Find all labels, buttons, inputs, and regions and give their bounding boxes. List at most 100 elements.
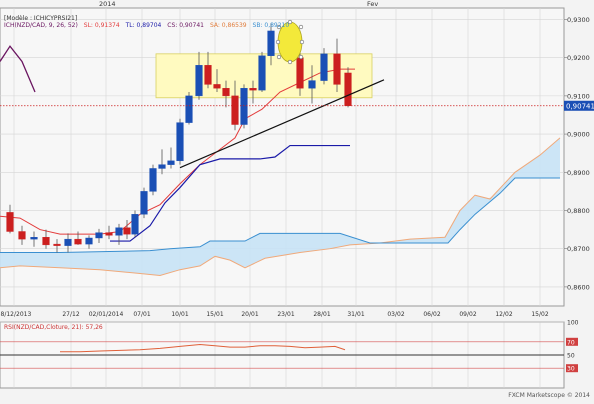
- ellipse-handle: [276, 24, 282, 30]
- current-price-tag: [564, 100, 594, 111]
- candle-bear: [296, 57, 304, 89]
- price-tick-label: 0,8800: [567, 207, 590, 215]
- candle-bull: [308, 80, 316, 89]
- legend-sb: SB: 0,89210: [253, 22, 290, 29]
- date-tick-label: 09/02: [459, 311, 476, 318]
- candle-bear: [213, 84, 221, 89]
- rsi-tick-tag: [566, 337, 578, 346]
- top-axis: 2014 Fev: [99, 0, 378, 8]
- price-tick-label: 0,8900: [567, 169, 590, 177]
- candles-group: [6, 23, 352, 253]
- candle-bear: [42, 237, 50, 246]
- price-axis: 0,9300 0,9200 0,9100 0,9000 0,8900 0,8800 0,87…: [564, 16, 590, 291]
- date-axis: 18/12/2013 27/12 02/01/2014 07/01 10/01 15/01…: [0, 311, 549, 318]
- candle-bear: [123, 227, 131, 235]
- price-tick-label: 0,8600: [567, 283, 590, 291]
- candle-bull: [30, 237, 38, 240]
- ellipse-handle: [287, 19, 293, 25]
- candle-bull: [115, 227, 123, 236]
- date-tick-label: 02/01/2014: [89, 311, 124, 318]
- date-tick-label: 28/01: [313, 311, 330, 318]
- senkou-span-a-line: [0, 137, 561, 276]
- footer-credit: FXCM Marketscope © 2014: [508, 392, 590, 399]
- candle-bull: [258, 55, 266, 91]
- legend-ichimoku: ICH(NZD/CAD, 9, 26, 52) SL: 0,91374 TL: …: [4, 22, 289, 29]
- candle-bear: [74, 238, 82, 245]
- candle-bear: [204, 65, 212, 85]
- rsi-line: [60, 343, 346, 353]
- trendline[interactable]: [179, 79, 385, 169]
- price-tick-label: 0,9000: [567, 131, 590, 139]
- candle-bull: [195, 65, 203, 97]
- candle-bull: [131, 214, 139, 235]
- date-tick-label: 03/02: [387, 311, 404, 318]
- candle-bear: [344, 72, 352, 107]
- candle-bear: [18, 231, 26, 240]
- ellipse-handle: [276, 54, 282, 60]
- rsi-tick-label: 70: [567, 339, 575, 346]
- current-price-marker: 0,90741: [0, 100, 594, 111]
- rsi-tick-label: 100: [567, 320, 579, 327]
- legend-model: [Modèle : ICHICYPRSI21]: [4, 15, 77, 22]
- ellipse-handles[interactable]: [275, 19, 305, 65]
- chikou-span-line: [0, 45, 36, 93]
- candle-bear: [231, 95, 239, 125]
- candle-bull: [320, 53, 328, 81]
- legend-sl: SL: 0,91374: [84, 22, 120, 29]
- rsi-levels: [0, 321, 564, 369]
- candle-bull: [149, 168, 157, 192]
- legend-tl: TL: 0,89704: [125, 22, 162, 29]
- candle-bull: [185, 95, 193, 123]
- candle-bear: [222, 88, 230, 97]
- candle-bull: [85, 237, 93, 245]
- ellipse-handle: [299, 39, 305, 45]
- candle-bull: [176, 122, 184, 162]
- date-tick-label: 12/02: [495, 311, 512, 318]
- ichimoku-cloud: [0, 137, 560, 276]
- candle-bear: [105, 232, 113, 236]
- legend-sa: SA: 0,86539: [210, 22, 247, 29]
- candle-bear: [6, 212, 14, 232]
- date-tick-label: 31/01: [347, 311, 364, 318]
- price-tick-label: 0,9100: [567, 92, 590, 100]
- date-tick-label: 06/02: [423, 311, 440, 318]
- rsi-axis: 100 70 50 30: [566, 320, 579, 373]
- candle-bull: [158, 164, 166, 169]
- candle-bull: [167, 160, 175, 165]
- kijun-sen-line: [110, 144, 350, 242]
- legend: [Modèle : ICHICYPRSI21] ICH(NZD/CAD, 9, …: [4, 15, 289, 29]
- price-tick-label: 0,9200: [567, 54, 590, 62]
- price-tick-label: 0,9300: [567, 16, 590, 24]
- current-price-label: 0,90741: [566, 102, 594, 110]
- date-tick-label: 23/01: [277, 311, 294, 318]
- ellipse-handle: [298, 24, 304, 30]
- candle-bull: [140, 191, 148, 215]
- senkou-span-b-line: [0, 177, 560, 254]
- candle-bear: [333, 53, 341, 85]
- ellipse-handle: [275, 39, 281, 45]
- date-tick-label: 15/02: [531, 311, 548, 318]
- rsi-tick-label: 30: [567, 366, 575, 373]
- candle-bull: [95, 232, 103, 239]
- date-tick-label: 27/12: [62, 311, 79, 318]
- candle-bear: [249, 88, 257, 91]
- date-tick-label: 10/01: [171, 311, 188, 318]
- date-tick-label: 20/01: [241, 311, 258, 318]
- candle-bull: [267, 30, 275, 56]
- date-tick-label: 15/01: [206, 311, 223, 318]
- rsi-tick-label: 50: [567, 353, 575, 360]
- date-tick-label: 07/01: [133, 311, 150, 318]
- rsi-tick-tag: [566, 364, 578, 373]
- ellipse-handle: [287, 59, 293, 65]
- candle-bull: [240, 88, 248, 125]
- top-axis-label-year: 2014: [99, 0, 116, 8]
- candle-bear: [53, 243, 61, 246]
- candle-bull: [64, 238, 72, 246]
- rsi-title: RSI(NZD/CAD,Cloture, 21): 57,26: [4, 324, 103, 331]
- price-tick-label: 0,8700: [567, 245, 590, 253]
- legend-cs: CS: 0,90741: [167, 22, 204, 29]
- date-tick-label: 18/12/2013: [0, 311, 31, 318]
- ellipse-handle: [298, 54, 304, 60]
